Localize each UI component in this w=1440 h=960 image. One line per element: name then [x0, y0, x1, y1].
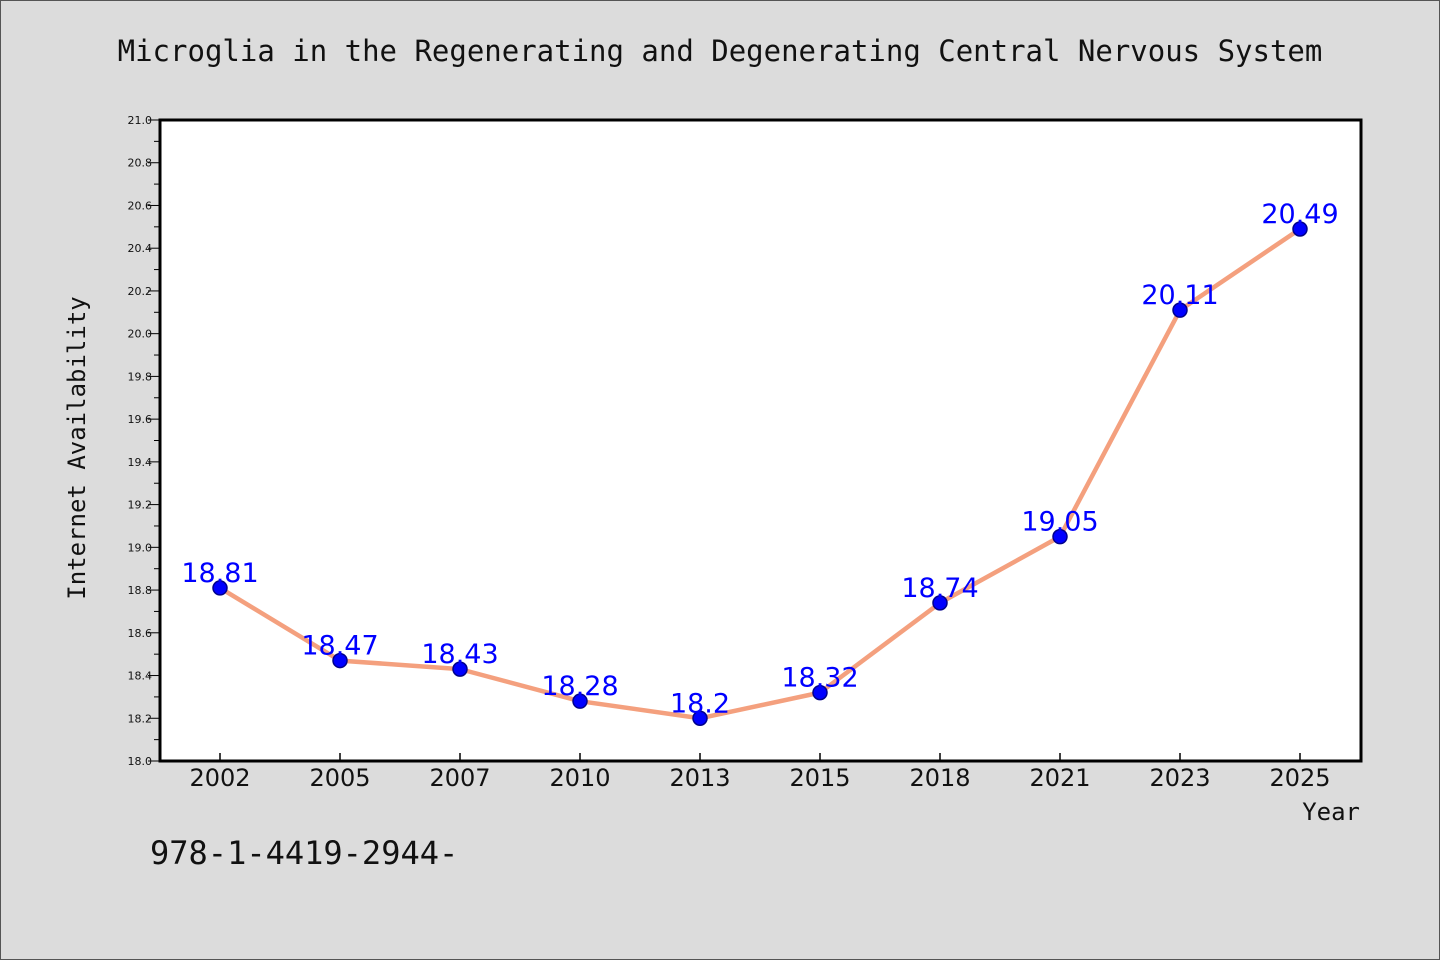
data-label: 20.11 — [1141, 280, 1218, 311]
x-tick-label: 2010 — [549, 764, 610, 792]
data-point — [1052, 528, 1068, 545]
y-tick-label: 18.4 — [128, 670, 153, 683]
y-tick-label: 18.8 — [128, 584, 153, 597]
y-tick-label: 18.6 — [128, 627, 153, 640]
data-label: 19.05 — [1021, 507, 1098, 538]
y-tick-label: 20.8 — [128, 157, 153, 170]
y-tick-label: 18.0 — [128, 755, 153, 768]
y-tick-label: 19.4 — [128, 456, 153, 469]
y-axis-title: Internet Availability — [63, 296, 91, 599]
y-tick-label: 20.6 — [128, 199, 153, 212]
x-tick-label: 2021 — [1029, 764, 1090, 792]
data-point — [1172, 302, 1188, 318]
plot-area — [158, 118, 1363, 763]
footer-isbn-text: 978-1-4419-2944- — [150, 834, 459, 872]
y-tick-label: 19.8 — [128, 370, 153, 383]
y-tick-label: 21.0 — [128, 114, 153, 127]
chart-title: Microglia in the Regenerating and Degene… — [117, 34, 1323, 68]
data-label: 18.43 — [421, 639, 498, 670]
y-tick-label: 19.0 — [128, 541, 153, 554]
x-axis: 2002 2005 2007 2010 2013 2015 2018 2021 2023 2025 — [189, 753, 1331, 792]
data-point — [572, 693, 588, 709]
x-tick-label: 2018 — [909, 764, 970, 792]
y-tick-label: 19.6 — [128, 413, 153, 426]
x-axis-title: Year — [1302, 798, 1360, 826]
y-tick-label: 20.0 — [128, 328, 153, 341]
x-tick-label: 2023 — [1149, 764, 1210, 792]
data-label: 18.32 — [781, 663, 858, 694]
data-label: 18.74 — [901, 573, 978, 604]
data-point — [932, 595, 948, 611]
y-axis: 18.0 18.2 18.4 18.6 18.8 19.0 19.2 19.4 19.6 19.8… — [128, 114, 160, 768]
data-point — [212, 580, 228, 596]
x-tick-label: 2002 — [189, 764, 250, 792]
data-point — [332, 652, 348, 669]
data-point — [452, 661, 468, 677]
data-point — [692, 710, 708, 727]
data-label: 18.28 — [541, 671, 618, 702]
x-tick-label: 2007 — [429, 764, 490, 792]
x-tick-label: 2013 — [669, 764, 730, 792]
data-label: 18.2 — [670, 688, 730, 719]
data-label: 18.81 — [181, 558, 258, 589]
x-tick-label: 2005 — [309, 764, 370, 792]
data-label: 20.49 — [1261, 199, 1338, 230]
data-label: 18.47 — [301, 631, 378, 662]
y-tick-label: 18.2 — [128, 712, 153, 725]
series-line-group: 18.81 18.47 18.43 18.28 18.2 18.32 18.74 19.05 2… — [181, 199, 1339, 727]
x-tick-label: 2025 — [1269, 764, 1330, 792]
y-tick-label: 20.4 — [128, 242, 153, 255]
y-tick-label: 20.2 — [128, 285, 153, 298]
data-point — [812, 684, 828, 701]
series-line — [218, 227, 1302, 721]
x-tick-label: 2015 — [789, 764, 850, 792]
y-tick-label: 19.2 — [128, 499, 153, 512]
data-point — [1292, 221, 1308, 237]
